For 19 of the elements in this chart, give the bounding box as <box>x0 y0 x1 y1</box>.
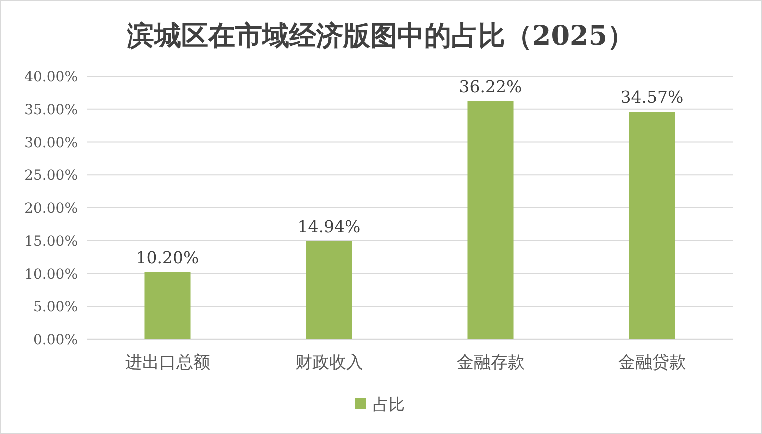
y-tick-label: 15.00% <box>24 234 78 250</box>
y-tick-label: 25.00% <box>24 168 78 184</box>
x-tick-label: 财政收入 <box>295 353 364 373</box>
x-tick-label: 进出口总额 <box>125 353 210 373</box>
x-tick-label: 金融存款 <box>456 353 525 373</box>
data-label: 34.57% <box>620 88 684 108</box>
y-tick-label: 0.00% <box>34 332 78 348</box>
y-tick-label: 30.00% <box>24 135 78 152</box>
y-tick-label: 40.00% <box>24 70 78 86</box>
data-label: 36.22% <box>459 77 522 96</box>
y-tick-label: 10.00% <box>24 266 78 283</box>
title: 滨城区在市域经济版图中的占比（2025） <box>127 21 635 52</box>
y-tick-label: 20.00% <box>24 201 78 217</box>
x-tick-label: 金融贷款 <box>618 353 686 373</box>
y-tick-label: 35.00% <box>24 102 78 118</box>
data-label: 14.94% <box>298 217 361 236</box>
legend-label: 占比 <box>373 395 405 414</box>
data-label: 10.20% <box>136 248 200 268</box>
y-tick-label: 5.00% <box>34 300 78 316</box>
